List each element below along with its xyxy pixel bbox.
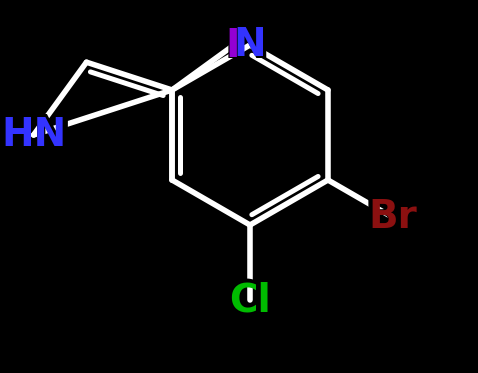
Text: I: I [224,23,241,68]
Text: N: N [230,22,270,68]
Text: HN: HN [1,116,66,154]
Text: Cl: Cl [225,278,275,323]
Text: I: I [226,27,240,65]
Text: Br: Br [369,198,417,236]
Text: HN: HN [0,113,73,157]
Text: Br: Br [363,195,423,240]
Text: N: N [234,26,266,64]
Text: Cl: Cl [229,281,271,319]
